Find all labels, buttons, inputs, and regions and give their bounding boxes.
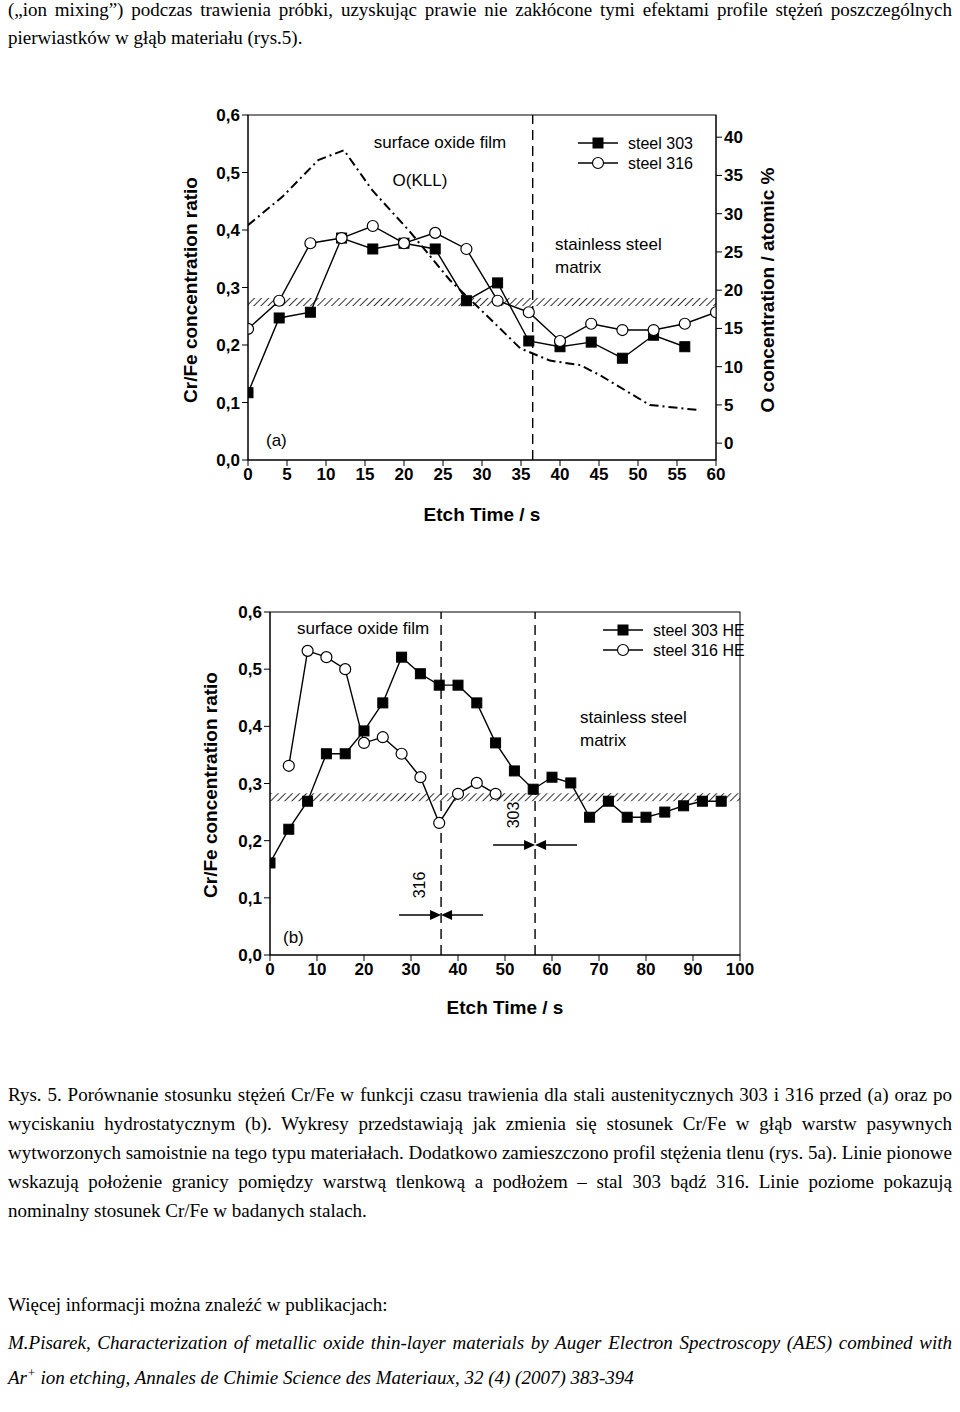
svg-text:35: 35 [512,465,531,484]
svg-text:50: 50 [496,960,515,979]
svg-text:0,3: 0,3 [238,775,262,794]
svg-text:25: 25 [434,465,453,484]
svg-text:0,6: 0,6 [238,603,262,622]
svg-text:40: 40 [449,960,468,979]
svg-text:O concentration / atomic %: O concentration / atomic % [757,167,778,412]
svg-text:45: 45 [590,465,609,484]
svg-text:0,1: 0,1 [216,394,240,413]
svg-text:surface oxide film: surface oxide film [297,619,429,638]
svg-text:0,5: 0,5 [238,660,262,679]
svg-text:steel 303 HE: steel 303 HE [653,622,745,639]
svg-text:60: 60 [707,465,726,484]
svg-text:30: 30 [402,960,421,979]
svg-text:stainless steelmatrix: stainless steelmatrix [580,708,687,750]
svg-text:steel 303: steel 303 [628,135,693,152]
svg-text:0,0: 0,0 [216,451,240,470]
svg-text:60: 60 [543,960,562,979]
svg-text:steel 316: steel 316 [628,155,693,172]
svg-text:10: 10 [308,960,327,979]
svg-text:15: 15 [356,465,375,484]
svg-text:0,0: 0,0 [238,946,262,965]
svg-text:80: 80 [637,960,656,979]
svg-text:Etch Time / s: Etch Time / s [447,997,564,1018]
svg-text:35: 35 [724,166,743,185]
svg-text:5: 5 [282,465,291,484]
svg-text:0,3: 0,3 [216,279,240,298]
svg-text:30: 30 [473,465,492,484]
svg-text:(a): (a) [266,431,287,450]
svg-text:20: 20 [724,281,743,300]
svg-text:30: 30 [724,205,743,224]
svg-text:15: 15 [724,319,743,338]
svg-text:25: 25 [724,243,743,262]
svg-text:10: 10 [317,465,336,484]
svg-text:Etch Time / s: Etch Time / s [424,504,541,525]
svg-text:0,1: 0,1 [238,889,262,908]
html-text:Rys. 5. Porównanie stosunku st: Rys. 5. Porównanie stosunku stężeń Cr/Fe… [8,1084,952,1221]
svg-text:50: 50 [629,465,648,484]
svg-text:O(KLL): O(KLL) [393,171,448,190]
svg-text:20: 20 [355,960,374,979]
html-text:Więcej informacji można znaleź: Więcej informacji można znaleźć w publik… [8,1294,388,1315]
svg-text:40: 40 [724,128,743,147]
svg-text:surface oxide film: surface oxide film [374,133,506,152]
svg-text:55: 55 [668,465,687,484]
svg-text:5: 5 [724,396,733,415]
svg-text:40: 40 [551,465,570,484]
svg-text:90: 90 [684,960,703,979]
svg-text:0,2: 0,2 [238,832,262,851]
svg-text:0: 0 [724,434,733,453]
html-text:(„ion mixing”) podczas trawien: („ion mixing”) podczas trawienia próbki,… [8,0,952,48]
svg-text:Cr/Fe concentration ratio: Cr/Fe concentration ratio [200,672,221,898]
svg-text:Cr/Fe concentration ratio: Cr/Fe concentration ratio [180,177,201,403]
svg-text:0: 0 [265,960,274,979]
svg-text:0,2: 0,2 [216,336,240,355]
svg-text:70: 70 [590,960,609,979]
svg-text:10: 10 [724,358,743,377]
svg-text:0: 0 [243,465,252,484]
svg-text:0,5: 0,5 [216,164,240,183]
svg-text:0,6: 0,6 [216,106,240,125]
svg-text:20: 20 [395,465,414,484]
html-text:M.Pisarek, Characterization of: M.Pisarek, Characterization of metallic … [8,1332,952,1389]
svg-text:(b): (b) [283,928,304,947]
svg-text:0,4: 0,4 [238,717,262,736]
svg-text:316: 316 [411,872,428,899]
svg-text:0,4: 0,4 [216,221,240,240]
svg-text:stainless steelmatrix: stainless steelmatrix [555,235,662,277]
svg-text:303: 303 [505,802,522,829]
svg-text:steel 316 HE: steel 316 HE [653,642,745,659]
svg-text:100: 100 [726,960,754,979]
